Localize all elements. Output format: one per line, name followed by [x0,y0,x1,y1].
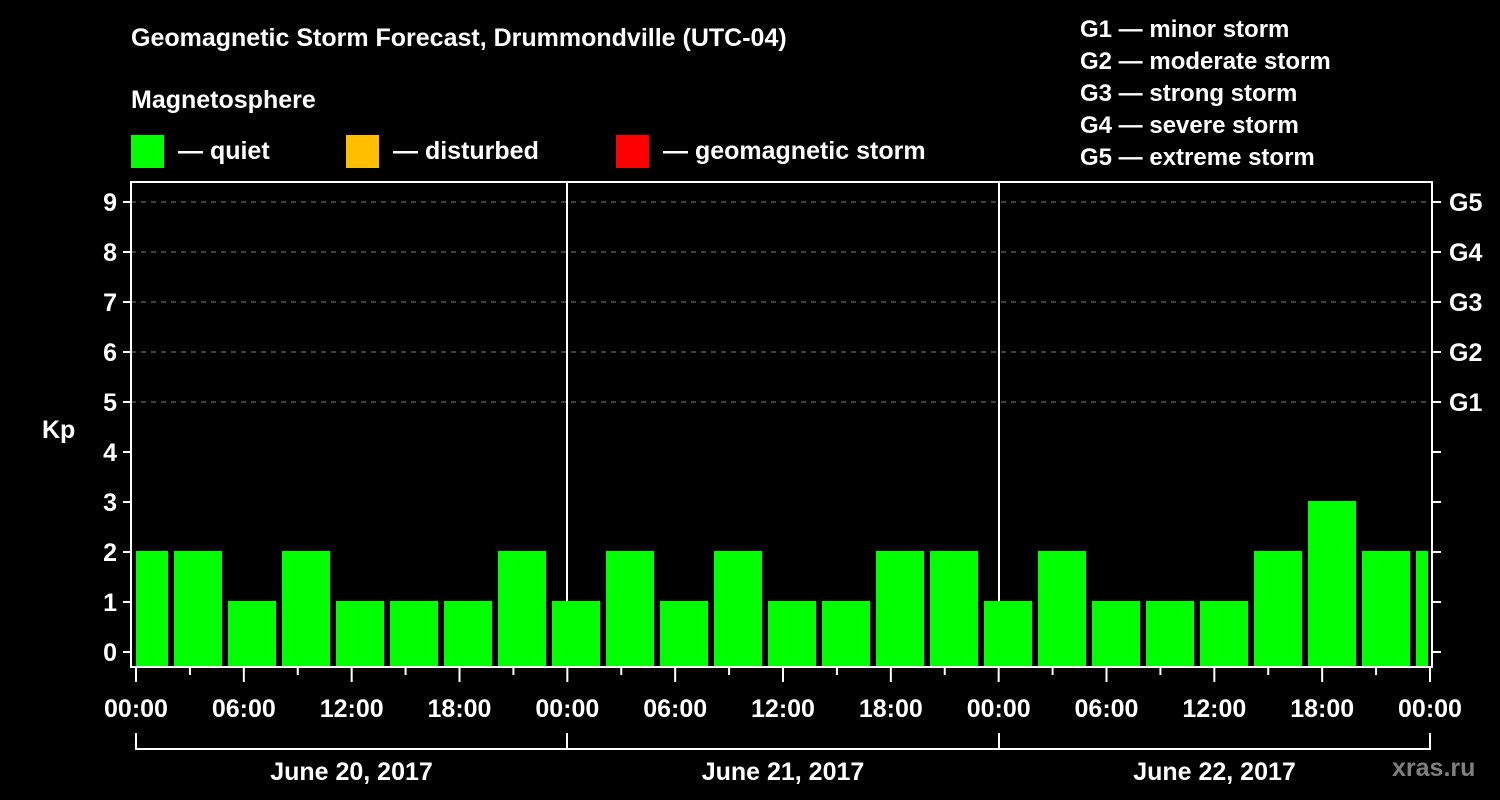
y-tick-label: 8 [103,239,117,267]
chart-subtitle: Magnetosphere [131,86,316,114]
y-axis: 0 1 2 3 4 5 6 7 8 9 [103,189,131,667]
g-scale-item-g3: G3 — strong storm [1080,80,1298,107]
x-tick-label: 00:00 [104,695,168,723]
legend-label-quiet: — quiet [178,136,270,165]
legend-item-quiet: — quiet [131,134,270,168]
bars [136,501,1428,667]
y-tick-label: 3 [103,489,117,517]
kp-bar [336,601,384,667]
kp-bar [714,551,762,667]
g-scale-label: G4 [1449,239,1482,267]
y-tick-label: 9 [103,189,117,217]
kp-bar [768,601,816,667]
kp-bar [498,551,546,667]
y-tick-label: 2 [103,539,117,567]
day-label: June 21, 2017 [702,758,865,786]
kp-bar [1254,551,1302,667]
chart-title: Geomagnetic Storm Forecast, Drummondvill… [131,24,787,52]
g-scale-label: G1 [1449,389,1482,417]
g-scale-item-g2: G2 — moderate storm [1080,48,1331,75]
plot-border [130,181,1433,668]
day-label: June 22, 2017 [1133,758,1296,786]
x-tick-label: 00:00 [1398,695,1462,723]
kp-bar [228,601,276,667]
g-scale-item-g4: G4 — severe storm [1080,112,1299,139]
x-tick-label: 06:00 [212,695,276,723]
kp-bar [876,551,924,667]
kp-bar [660,601,708,667]
watermark: xras.ru [1392,754,1476,782]
kp-bar [390,601,438,667]
y-tick-label: 5 [103,389,117,417]
kp-bar [1362,551,1410,667]
kp-bar [1146,601,1194,667]
y-tick-label: 4 [103,439,117,467]
y-axis-label: Kp [42,416,75,444]
legend-swatch-storm [616,134,649,168]
kp-bar [1308,501,1356,667]
y-tick-label: 7 [103,289,117,317]
x-tick-label: 18:00 [859,695,923,723]
legend-swatch-disturbed [346,134,379,168]
y-tick-label: 1 [103,589,117,617]
x-tick-label: 00:00 [967,695,1031,723]
g-scale-label: G2 [1449,339,1482,367]
legend-item-storm: — geomagnetic storm [616,134,926,168]
grid-lines [131,182,1432,667]
kp-bar [822,601,870,667]
g-scale-axis: G1 G2 G3 G4 G5 [1432,189,1482,653]
x-tick-label: 18:00 [428,695,492,723]
kp-bar [984,601,1032,667]
kp-bar [282,551,330,667]
x-tick-label: 12:00 [1182,695,1246,723]
g-scale-label: G3 [1449,289,1482,317]
kp-bar [930,551,978,667]
x-tick-label: 06:00 [1075,695,1139,723]
x-tick-label: 12:00 [751,695,815,723]
kp-bar [136,551,168,667]
g-scale-item-g1: G1 — minor storm [1080,16,1290,43]
g-scale-legend: G1 — minor storm G2 — moderate storm G3 … [1080,14,1331,174]
legend-swatch-quiet [131,134,164,168]
x-tick-label: 12:00 [320,695,384,723]
x-tick-label: 18:00 [1290,695,1354,723]
plot-frame [130,181,1433,668]
g-scale-label: G5 [1449,189,1482,217]
kp-bar [1416,551,1428,667]
kp-bar [552,601,600,667]
kp-bar [1200,601,1248,667]
legend-label-storm: — geomagnetic storm [663,136,926,165]
x-axis: 00:00 06:00 12:00 18:00 00:00 06:00 12:00 18:00… [104,668,1462,786]
x-tick-label: 06:00 [643,695,707,723]
x-tick-label: 00:00 [535,695,599,723]
legend-label-disturbed: — disturbed [393,136,539,165]
g-scale-item-g5: G5 — extreme storm [1080,144,1315,171]
kp-bar [174,551,222,667]
y-tick-label: 6 [103,339,117,367]
kp-bar [1092,601,1140,667]
y-tick-label: 0 [103,639,117,667]
day-label: June 20, 2017 [270,758,433,786]
kp-bar [444,601,492,667]
legend-item-disturbed: — disturbed [346,134,539,168]
kp-bar [606,551,654,667]
kp-bar [1038,551,1086,667]
